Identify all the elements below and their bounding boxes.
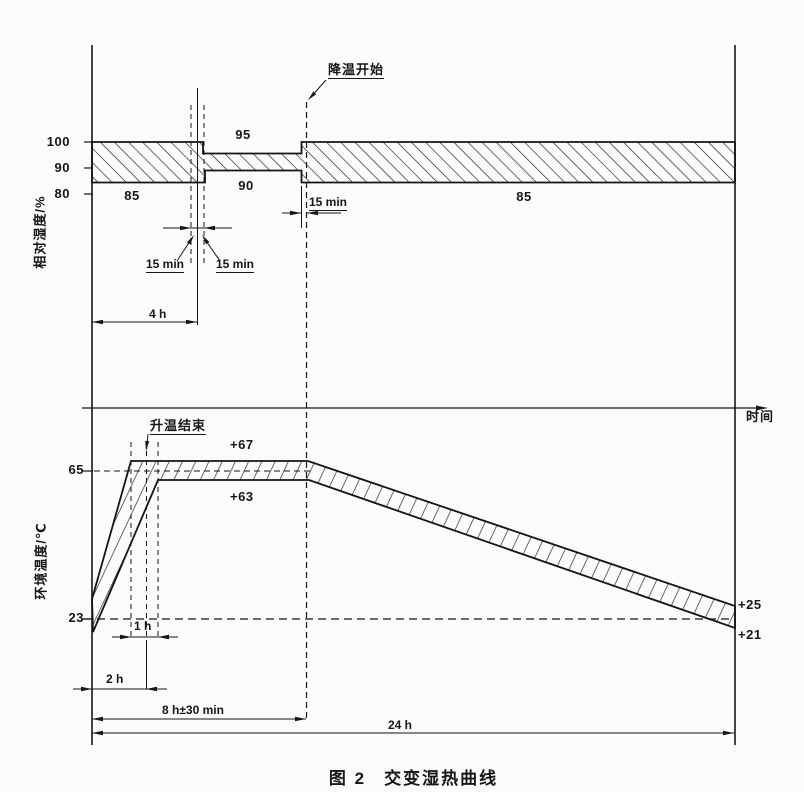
- figure-caption-title: 交变湿热曲线: [384, 769, 499, 788]
- dim-24h-label: 24 h: [388, 718, 413, 732]
- temp-label-plus21: +21: [738, 627, 762, 642]
- dim-2h-label: 2 h: [106, 672, 124, 686]
- humidity-guides: [190, 88, 308, 719]
- time-axis-arrow-icon: [756, 405, 768, 411]
- humidity-tick-80: 80: [54, 186, 70, 201]
- temperature-axis-label: 环境温度/℃: [33, 522, 49, 600]
- temperature-guides: [84, 442, 731, 689]
- cooling-start-annotation: 降温开始: [328, 62, 385, 79]
- humidity-band-label-85-right: 85: [516, 189, 532, 204]
- temp-tick-23: 23: [68, 610, 84, 625]
- temp-label-plus63: +63: [230, 489, 254, 504]
- dim-1h-label: 1 h: [134, 619, 152, 633]
- temp-tick-65: 65: [68, 462, 84, 477]
- dim-8h-label: 8 h±30 min: [162, 703, 224, 717]
- humidity-tolerance-band: [91, 141, 736, 184]
- dim-15min-left-label: 15 min: [146, 257, 185, 273]
- figure-caption: 图 2 交变湿热曲线: [92, 764, 735, 789]
- time-axis-label: 时间: [746, 409, 775, 424]
- temp-label-plus25: +25: [738, 597, 762, 612]
- figure-caption-number: 图 2: [328, 769, 367, 788]
- temperature-tolerance-band: [91, 460, 736, 633]
- humidity-band-label-85-left: 85: [124, 188, 140, 203]
- humidity-axis-label: 相对湿度/%: [32, 195, 48, 269]
- humidity-tick-100: 100: [46, 134, 70, 149]
- dim-15min-cooling-label: 15 min: [309, 195, 348, 211]
- humidity-band-label-90: 90: [238, 178, 254, 193]
- humidity-band-label-95: 95: [235, 127, 251, 142]
- humidity-dimensions: [92, 79, 341, 325]
- temp-label-plus67: +67: [230, 437, 254, 452]
- humidity-tick-90: 90: [54, 160, 70, 175]
- dim-4h-label: 4 h: [149, 307, 167, 321]
- heating-end-annotation: 升温结束: [150, 418, 207, 435]
- temperature-dimensions: [73, 433, 734, 736]
- dim-15min-right-label: 15 min: [216, 257, 255, 273]
